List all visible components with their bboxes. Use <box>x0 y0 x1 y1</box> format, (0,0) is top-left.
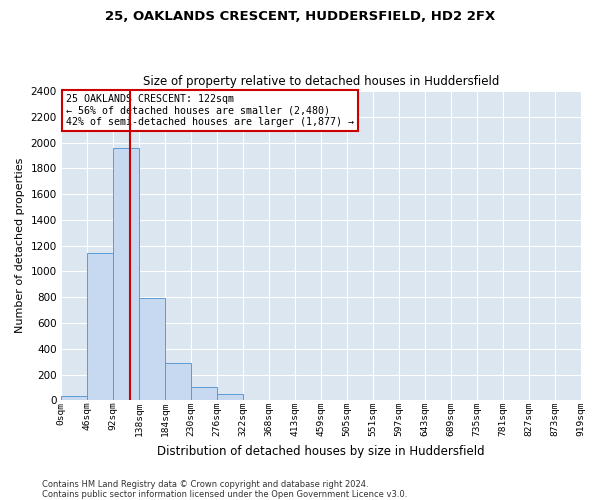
Bar <box>139 298 165 400</box>
Text: 25 OAKLANDS CRESCENT: 122sqm
← 56% of detached houses are smaller (2,480)
42% of: 25 OAKLANDS CRESCENT: 122sqm ← 56% of de… <box>66 94 354 128</box>
Bar <box>87 254 113 400</box>
Text: Contains HM Land Registry data © Crown copyright and database right 2024.: Contains HM Land Registry data © Crown c… <box>42 480 368 489</box>
Y-axis label: Number of detached properties: Number of detached properties <box>15 158 25 334</box>
Bar <box>165 363 191 401</box>
Text: Contains public sector information licensed under the Open Government Licence v3: Contains public sector information licen… <box>42 490 407 499</box>
Title: Size of property relative to detached houses in Huddersfield: Size of property relative to detached ho… <box>143 76 499 88</box>
Bar <box>217 394 243 400</box>
Text: 25, OAKLANDS CRESCENT, HUDDERSFIELD, HD2 2FX: 25, OAKLANDS CRESCENT, HUDDERSFIELD, HD2… <box>105 10 495 23</box>
X-axis label: Distribution of detached houses by size in Huddersfield: Distribution of detached houses by size … <box>157 444 485 458</box>
Bar <box>61 396 87 400</box>
Bar <box>113 148 139 400</box>
Bar <box>191 388 217 400</box>
